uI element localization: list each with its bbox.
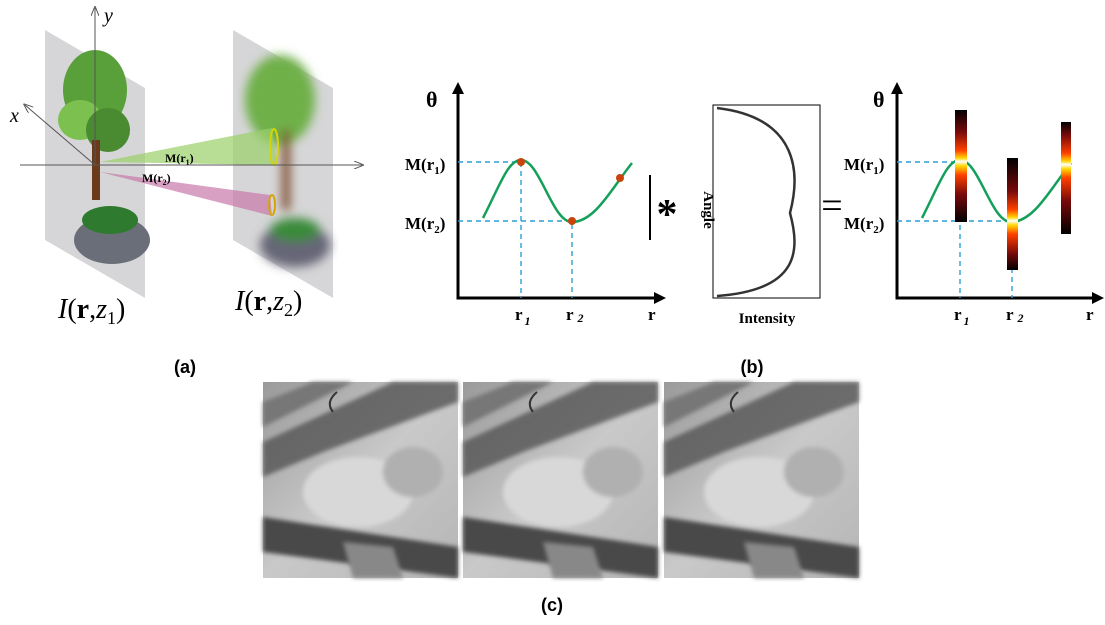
- text: 2: [577, 311, 584, 325]
- micrograph: [664, 382, 859, 578]
- text: M(: [405, 155, 427, 174]
- point: [568, 217, 576, 225]
- curve: [483, 160, 632, 222]
- guide-lines: [458, 162, 572, 298]
- plane-label: I(r,z1): [57, 294, 125, 328]
- gaussian-curve: [717, 108, 794, 296]
- text: z: [272, 286, 284, 317]
- intensity-bar: [1007, 158, 1018, 270]
- text: M(: [405, 214, 427, 233]
- text: ,: [266, 286, 273, 317]
- tick-label: M(r1): [405, 155, 445, 177]
- panel-c: (c): [263, 382, 859, 615]
- caption: (b): [741, 357, 764, 377]
- figure: y x M(r1) M(r2) I(r,z1) I(r,z2) (a) θ M(…: [0, 0, 1105, 625]
- intensity-bar: [955, 110, 967, 222]
- x-axis-label: x: [9, 105, 19, 127]
- kernel-box: [713, 105, 820, 298]
- text: r: [77, 294, 89, 325]
- text: ): [879, 214, 885, 233]
- caption: (c): [541, 595, 563, 615]
- y-axis-label: θ: [873, 87, 884, 112]
- panel-a: y x M(r1) M(r2) I(r,z1) I(r,z2) (a): [9, 5, 362, 377]
- text: 2: [1017, 311, 1024, 325]
- plane-label: I(r,z2): [234, 286, 302, 320]
- caption: (a): [174, 357, 196, 377]
- text: 1: [525, 314, 531, 328]
- text: 1: [964, 314, 970, 328]
- arrowheads: [452, 82, 666, 304]
- equals-symbol: =: [821, 185, 842, 227]
- tick-label: M(r2): [405, 214, 445, 236]
- y-axis-label: θ: [426, 87, 437, 112]
- axes: [458, 88, 660, 298]
- sharp-tree: [45, 30, 150, 298]
- tick-label: M(r1): [844, 155, 884, 177]
- point-label: M(r2): [142, 171, 171, 187]
- text: r: [954, 305, 962, 324]
- micrograph: [263, 382, 458, 578]
- text: ): [440, 155, 446, 174]
- text: M(: [844, 214, 866, 233]
- intensity-bar: [1061, 122, 1071, 234]
- panel-b-kernel: Angle Intensity: [700, 105, 820, 327]
- x-axis-label: r: [648, 305, 656, 324]
- text: ): [167, 171, 171, 185]
- text: M(: [165, 151, 180, 165]
- tick-label: M(r2): [844, 214, 884, 236]
- text: ): [190, 151, 194, 165]
- y-axis-label: y: [102, 5, 113, 27]
- y-axis-label: Angle: [700, 191, 716, 229]
- point: [517, 158, 525, 166]
- text: ): [116, 294, 125, 325]
- x-axis-label: r: [1086, 305, 1094, 324]
- text: (: [67, 294, 76, 325]
- point: [616, 174, 624, 182]
- arrowheads: [891, 82, 1104, 304]
- text: r: [254, 286, 266, 317]
- text: M(: [142, 171, 157, 185]
- guide-lines: [897, 162, 1012, 298]
- text: ,: [89, 294, 96, 325]
- text: r: [566, 305, 574, 324]
- text: ): [879, 155, 885, 174]
- text: z: [95, 294, 107, 325]
- text: ): [440, 214, 446, 233]
- x-axis-label: Intensity: [739, 311, 796, 327]
- micrograph: [463, 382, 658, 578]
- text: ): [293, 286, 302, 317]
- text: r: [515, 305, 523, 324]
- text: 1: [107, 308, 116, 328]
- text: M(: [844, 155, 866, 174]
- point-label: M(r1): [165, 151, 194, 167]
- convolve-symbol: *: [657, 192, 678, 238]
- text: (: [244, 286, 253, 317]
- text: 2: [284, 300, 293, 320]
- curve: [922, 160, 1071, 222]
- text: r: [1006, 305, 1014, 324]
